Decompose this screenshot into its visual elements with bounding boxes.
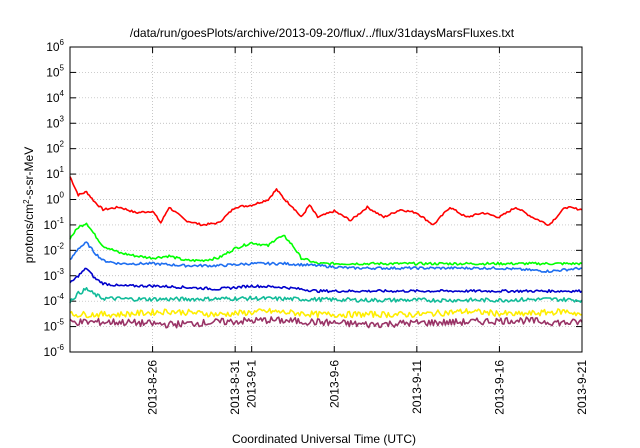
y-axis-label-sup: 2 — [22, 199, 31, 204]
y-tick-label: 10-4 — [44, 292, 65, 308]
y-axis-label-base: protons/cm — [22, 204, 36, 263]
x-tick-label: 2013-9-11 — [410, 360, 424, 414]
y-tick-exponent: -1 — [57, 216, 65, 225]
y-tick-exponent: -6 — [57, 343, 65, 352]
y-tick-label: 102 — [46, 140, 64, 156]
y-tick-base: 10 — [46, 193, 60, 207]
y-tick-base: 10 — [44, 269, 58, 283]
y-tick-exponent: -3 — [57, 267, 65, 276]
x-tick-label: 2013-9-6 — [327, 360, 341, 408]
y-tick-exponent: 4 — [60, 89, 65, 98]
y-tick-base: 10 — [44, 294, 58, 308]
series-line — [69, 287, 583, 304]
x-tick-label: 2013-9-21 — [575, 360, 589, 415]
y-tick-base: 10 — [46, 142, 60, 156]
y-tick-base: 10 — [44, 218, 58, 232]
series-line — [69, 176, 583, 227]
y-tick-exponent: 3 — [60, 114, 65, 123]
series-line — [69, 316, 583, 329]
y-tick-label: 105 — [46, 63, 64, 79]
y-tick-label: 104 — [46, 89, 64, 105]
y-tick-base: 10 — [46, 65, 60, 79]
y-tick-label: 100 — [46, 191, 64, 207]
plot-frame — [69, 46, 583, 353]
y-tick-label: 103 — [46, 114, 64, 130]
y-tick-exponent: 1 — [60, 165, 65, 174]
y-axis-label-rest: -s-sr-MeV — [22, 147, 36, 200]
x-tick-label: 2013-9-1 — [245, 360, 259, 408]
y-tick-base: 10 — [44, 243, 58, 257]
y-tick-base: 10 — [46, 40, 60, 54]
y-tick-exponent: -2 — [57, 241, 65, 250]
y-tick-base: 10 — [46, 91, 60, 105]
x-axis-label: Coordinated Universal Time (UTC) — [232, 432, 416, 446]
y-tick-label: 10-2 — [44, 241, 65, 257]
y-tick-label: 10-6 — [44, 343, 65, 359]
series-line — [69, 241, 583, 273]
y-tick-base: 10 — [46, 167, 60, 181]
y-tick-exponent: 6 — [60, 38, 65, 47]
y-tick-label: 10-1 — [44, 216, 65, 232]
series-line — [69, 222, 583, 266]
x-tick-labels: 2013-8-26 2013-8-31 2013-9-1 2013-9-6 2013-9… — [146, 360, 589, 415]
y-tick-labels: 10-610-510-410-310-210-11001011021031041… — [44, 38, 65, 359]
y-tick-exponent: -4 — [57, 292, 65, 301]
y-tick-exponent: 0 — [60, 191, 65, 200]
chart-title: /data/run/goesPlots/archive/2013-09-20/f… — [130, 26, 515, 40]
data-series — [69, 176, 583, 329]
x-tick-label: 2013-8-26 — [146, 360, 160, 415]
y-tick-base: 10 — [44, 320, 58, 334]
y-tick-label: 10-5 — [44, 318, 65, 334]
x-tick-label: 2013-9-16 — [492, 360, 506, 415]
y-tick-base: 10 — [46, 116, 60, 130]
y-tick-label: 101 — [46, 165, 64, 181]
y-tick-exponent: 5 — [60, 63, 65, 72]
y-tick-exponent: 2 — [60, 140, 65, 149]
y-axis-label: protons/cm2-s-sr-MeV — [22, 147, 37, 263]
x-tick-label: 2013-8-31 — [228, 360, 242, 415]
y-tick-label: 106 — [46, 38, 64, 54]
series-line — [69, 307, 583, 319]
y-tick-base: 10 — [44, 345, 58, 359]
y-tick-label: 10-3 — [44, 267, 65, 283]
gridlines — [70, 47, 582, 352]
y-tick-exponent: -5 — [57, 318, 65, 327]
series-line — [69, 267, 583, 294]
